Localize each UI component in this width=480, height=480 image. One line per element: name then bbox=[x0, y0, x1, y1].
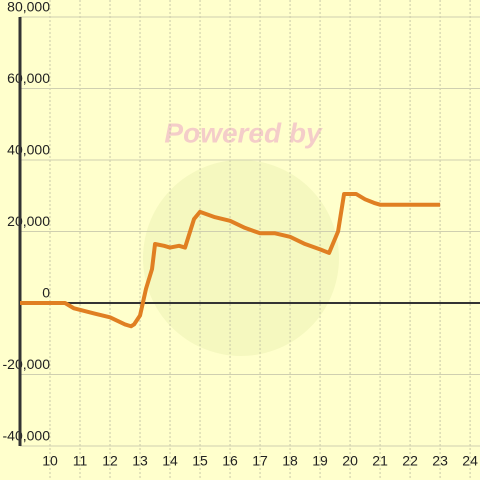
y-tick-label: 80,000 bbox=[7, 0, 50, 15]
y-tick-label: 0 bbox=[42, 285, 50, 301]
x-tick-label: 22 bbox=[402, 453, 418, 469]
x-tick-label: 19 bbox=[312, 453, 328, 469]
x-tick-label: 14 bbox=[162, 453, 178, 469]
y-tick-label: 60,000 bbox=[7, 70, 50, 86]
x-tick-label: 15 bbox=[192, 453, 208, 469]
data-line bbox=[20, 191, 441, 329]
x-tick-label: 12 bbox=[102, 453, 118, 469]
y-tick-label: -20,000 bbox=[3, 356, 51, 372]
x-tick-label: 17 bbox=[252, 453, 268, 469]
x-tick-label: 16 bbox=[222, 453, 238, 469]
x-tick-label: 21 bbox=[372, 453, 388, 469]
watermark: Powered by bbox=[164, 117, 323, 148]
watermark-disc bbox=[143, 160, 339, 356]
y-tick-label: 40,000 bbox=[7, 142, 50, 158]
x-tick-label: 23 bbox=[432, 453, 448, 469]
x-tick-label: 10 bbox=[42, 453, 58, 469]
y-tick-label: -40,000 bbox=[3, 428, 51, 444]
x-tick-label: 20 bbox=[342, 453, 358, 469]
x-tick-label: 18 bbox=[282, 453, 298, 469]
y-tick-label: 20,000 bbox=[7, 213, 50, 229]
x-tick-label: 24 bbox=[462, 453, 478, 469]
x-tick-label: 11 bbox=[73, 453, 88, 469]
x-tick-label: 13 bbox=[132, 453, 148, 469]
